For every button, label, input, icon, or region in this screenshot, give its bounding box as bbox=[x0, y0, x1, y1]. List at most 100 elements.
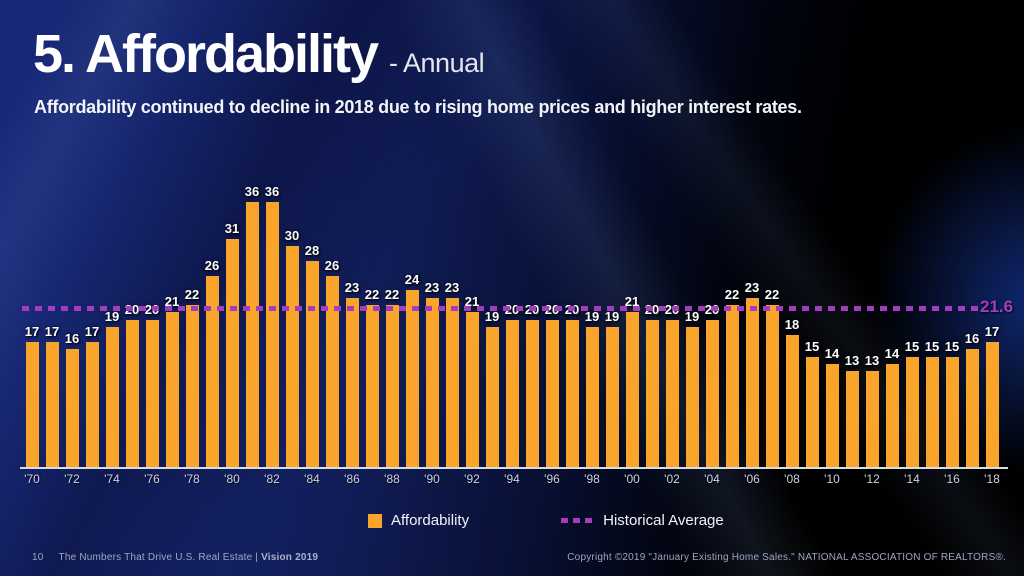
bar-value-label: 31 bbox=[224, 220, 240, 236]
bar-value-label: 13 bbox=[864, 353, 880, 369]
bar-value-label: 17 bbox=[84, 323, 100, 339]
bar-slot: 16 bbox=[62, 150, 82, 467]
x-tick-label: '18 bbox=[984, 472, 1000, 486]
bar-slot: 24 bbox=[402, 150, 422, 467]
bar-value-label: 28 bbox=[304, 242, 320, 258]
affordability-bar bbox=[565, 319, 579, 467]
affordability-bar bbox=[625, 312, 639, 467]
affordability-bar bbox=[925, 356, 939, 467]
affordability-bar bbox=[505, 319, 519, 467]
x-tick-label bbox=[882, 472, 902, 486]
affordability-bar bbox=[105, 327, 119, 467]
bar-value-label: 15 bbox=[904, 338, 920, 354]
bar-slot: 30 bbox=[282, 150, 302, 467]
x-tick-label: '00 bbox=[624, 472, 640, 486]
slide-header: 5. Affordability - Annual Affordability c… bbox=[33, 26, 802, 118]
affordability-bar bbox=[685, 327, 699, 467]
bar-value-label: 19 bbox=[684, 309, 700, 325]
page-number: 10 bbox=[32, 552, 44, 563]
x-tick-label: '92 bbox=[464, 472, 480, 486]
affordability-bar bbox=[65, 349, 79, 467]
x-tick-label: '84 bbox=[304, 472, 320, 486]
x-tick-label bbox=[42, 472, 62, 486]
bar-slot: 22 bbox=[382, 150, 402, 467]
affordability-bar bbox=[785, 334, 799, 467]
bar-value-label: 17 bbox=[24, 323, 40, 339]
x-tick-label bbox=[962, 472, 982, 486]
bar-value-label: 16 bbox=[64, 331, 80, 347]
bar-value-label: 26 bbox=[204, 257, 220, 273]
affordability-bar bbox=[525, 319, 539, 467]
bar-value-label: 15 bbox=[804, 338, 820, 354]
x-tick-label: '88 bbox=[384, 472, 400, 486]
bar-slot: 15 bbox=[922, 150, 942, 467]
x-tick-label: '08 bbox=[784, 472, 800, 486]
x-tick-label: '10 bbox=[824, 472, 840, 486]
x-tick-label bbox=[922, 472, 942, 486]
affordability-bar bbox=[365, 305, 379, 467]
affordability-bar bbox=[765, 305, 779, 467]
affordability-bar bbox=[165, 312, 179, 467]
x-tick-label: '74 bbox=[104, 472, 120, 486]
affordability-bar bbox=[865, 371, 879, 467]
x-tick-label bbox=[162, 472, 182, 486]
historical-average-legend-label: Historical Average bbox=[603, 512, 724, 529]
bar-value-label: 14 bbox=[824, 345, 840, 361]
x-tick-label bbox=[642, 472, 662, 486]
affordability-bar bbox=[245, 202, 259, 467]
x-tick-label: '78 bbox=[184, 472, 200, 486]
affordability-bar bbox=[425, 297, 439, 467]
affordability-bar bbox=[665, 319, 679, 467]
x-tick-label bbox=[202, 472, 222, 486]
plot-area: 1717161719202021222631363630282623222224… bbox=[22, 150, 1002, 467]
historical-average-value-label: 21.6 bbox=[980, 297, 1014, 316]
title-text: 5. Affordability bbox=[33, 24, 379, 84]
x-tick-label bbox=[322, 472, 342, 486]
x-tick-label bbox=[682, 472, 702, 486]
bar-value-label: 22 bbox=[764, 287, 780, 303]
bar-slot: 23 bbox=[442, 150, 462, 467]
affordability-bar bbox=[185, 305, 199, 467]
x-tick-label bbox=[522, 472, 542, 486]
affordability-bar bbox=[465, 312, 479, 467]
bar-slot: 22 bbox=[362, 150, 382, 467]
bar-slot: 22 bbox=[762, 150, 782, 467]
affordability-bar bbox=[965, 349, 979, 467]
affordability-bar bbox=[285, 246, 299, 467]
bar-slot: 17 bbox=[22, 150, 42, 467]
bar-slot: 19 bbox=[102, 150, 122, 467]
x-tick-label bbox=[442, 472, 462, 486]
x-tick-label bbox=[242, 472, 262, 486]
bar-slot: 26 bbox=[322, 150, 342, 467]
bar-value-label: 16 bbox=[964, 331, 980, 347]
title-suffix: - Annual bbox=[389, 48, 485, 78]
bar-value-label: 23 bbox=[744, 279, 760, 295]
x-tick-label: '96 bbox=[544, 472, 560, 486]
bar-slot: 19 bbox=[582, 150, 602, 467]
bar-value-label: 14 bbox=[884, 345, 900, 361]
bar-value-label: 23 bbox=[444, 279, 460, 295]
affordability-bar bbox=[265, 202, 279, 467]
affordability-legend-label: Affordability bbox=[391, 512, 470, 529]
bar-value-label: 21 bbox=[464, 294, 480, 310]
x-tick-label bbox=[122, 472, 142, 486]
bar-value-label: 23 bbox=[424, 279, 440, 295]
footer-left-bold-text: Vision 2019 bbox=[261, 552, 319, 563]
affordability-bar bbox=[305, 260, 319, 467]
affordability-legend-swatch bbox=[368, 513, 382, 528]
bar-value-label: 21 bbox=[164, 294, 180, 310]
affordability-bar bbox=[405, 290, 419, 467]
bar-slot: 21 bbox=[462, 150, 482, 467]
affordability-bar bbox=[385, 305, 399, 467]
x-tick-label bbox=[402, 472, 422, 486]
bar-value-label: 36 bbox=[264, 184, 280, 200]
bar-slot: 13 bbox=[862, 150, 882, 467]
affordability-bar bbox=[485, 327, 499, 467]
bar-value-label: 24 bbox=[404, 272, 420, 288]
bar-slot: 17 bbox=[82, 150, 102, 467]
x-tick-label: '72 bbox=[64, 472, 80, 486]
bar-slot: 22 bbox=[722, 150, 742, 467]
x-tick-label: '80 bbox=[224, 472, 240, 486]
x-tick-label: '14 bbox=[904, 472, 920, 486]
bar-value-label: 13 bbox=[844, 353, 860, 369]
